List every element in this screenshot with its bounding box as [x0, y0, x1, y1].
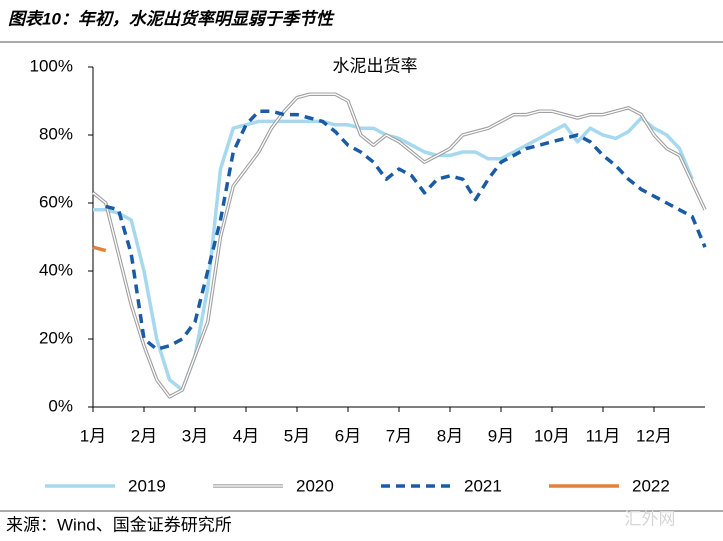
legend-label: 2019: [128, 476, 166, 495]
x-tick-label: 4月: [233, 426, 259, 445]
watermark: 汇外网: [625, 509, 676, 528]
x-tick-label: 10月: [534, 426, 570, 445]
y-tick-label: 20%: [39, 328, 73, 347]
x-tick-label: 5月: [284, 426, 310, 445]
x-tick-label: 9月: [488, 426, 514, 445]
series-line: [93, 116, 694, 392]
x-tick-label: 1月: [80, 426, 106, 445]
x-tick-label: 11月: [586, 426, 621, 445]
legend-label: 2020: [296, 476, 334, 495]
y-tick-label: 100%: [30, 56, 73, 75]
x-tick-label: 2月: [131, 426, 157, 445]
series-line: [92, 245, 107, 253]
x-tick-label: 12月: [636, 426, 672, 445]
y-tick-label: 40%: [39, 260, 73, 279]
y-tick-label: 0%: [48, 396, 73, 415]
x-tick-label: 7月: [386, 426, 412, 445]
header-title: 图表10：年初，水泥出货率明显弱于季节性: [8, 9, 335, 28]
x-tick-label: 8月: [437, 426, 463, 445]
source: 来源：Wind、国金证券研究所: [6, 515, 232, 534]
legend-label: 2021: [464, 476, 502, 495]
chart-title: 水泥出货率: [333, 56, 418, 75]
y-tick-label: 80%: [39, 124, 73, 143]
legend-label: 2022: [632, 476, 670, 495]
y-tick-label: 60%: [39, 192, 73, 211]
x-tick-label: 3月: [182, 426, 208, 445]
x-tick-label: 6月: [335, 426, 361, 445]
series-line-inner: [92, 93, 706, 398]
